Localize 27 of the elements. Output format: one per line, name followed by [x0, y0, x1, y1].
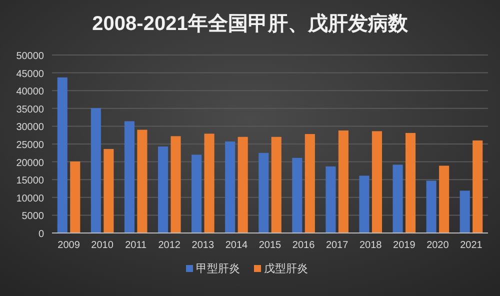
y-tick-label: 30000: [16, 122, 44, 134]
x-tick-label: 2009: [58, 240, 80, 251]
x-tick-label: 2015: [258, 240, 282, 251]
legend-label: 戊型肝炎: [264, 262, 308, 275]
y-tick-label: 45000: [16, 68, 44, 80]
x-tick-label: 2016: [292, 240, 316, 251]
y-tick-label: 35000: [16, 104, 44, 116]
x-tick-label: 2012: [158, 240, 181, 251]
x-tick-label: 2010: [91, 240, 114, 251]
x-tick-label: 2014: [225, 240, 248, 251]
y-tick-label: 15000: [16, 176, 44, 187]
y-tick-label: 50000: [16, 51, 44, 62]
x-tick-label: 2019: [393, 240, 416, 251]
x-tick-label: 2011: [125, 240, 148, 251]
y-tick-label: 40000: [16, 86, 44, 98]
x-tick-label: 2021: [460, 240, 483, 251]
legend-label: 甲型肝炎: [196, 263, 240, 275]
x-tick-label: 2018: [359, 240, 382, 251]
y-tick-label: 5000: [22, 211, 44, 222]
y-tick-label: 0: [38, 229, 44, 240]
y-tick-label: 25000: [16, 140, 44, 151]
y-tick-label: 20000: [16, 158, 44, 169]
x-tick-label: 2020: [426, 240, 450, 251]
chart-title: 2008-2021年全国甲肝、戊肝发病数: [92, 12, 409, 35]
x-tick-label: 2013: [192, 240, 214, 251]
y-tick-label: 10000: [16, 193, 44, 204]
x-tick-label: 2017: [326, 240, 349, 251]
